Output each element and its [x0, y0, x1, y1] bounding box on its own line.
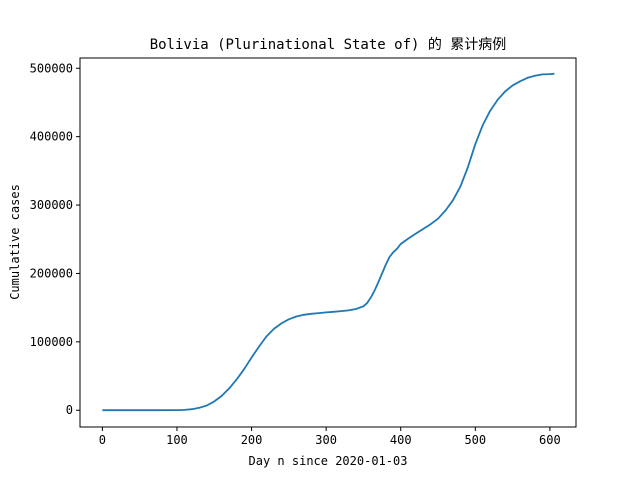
plot-area [102, 72, 555, 412]
x-axis: 0 100 200 300 400 500 600 [99, 427, 561, 447]
y-tick-label: 100000 [30, 335, 73, 349]
x-tick-label: 200 [241, 433, 263, 447]
plot-frame [79, 57, 577, 428]
y-axis: 0 100000 200000 300000 400000 500000 [30, 61, 80, 417]
series-line-0 [102, 72, 555, 412]
x-axis-label: Day n since 2020-01-03 [249, 454, 408, 468]
x-tick-label: 600 [539, 433, 561, 447]
x-tick-label: 100 [166, 433, 188, 447]
chart-title: Bolivia (Plurinational State of) 的 累计病例 [150, 37, 507, 53]
y-axis-label: Cumulative cases [8, 184, 22, 300]
x-tick-label: 500 [464, 433, 486, 447]
y-tick-label: 300000 [30, 198, 73, 212]
x-tick-label: 0 [99, 433, 106, 447]
y-tick-label: 200000 [30, 266, 73, 280]
y-tick-label: 400000 [30, 130, 73, 144]
y-tick-label: 0 [66, 403, 73, 417]
x-tick-label: 300 [315, 433, 337, 447]
y-tick-label: 500000 [30, 61, 73, 75]
x-tick-label: 400 [390, 433, 412, 447]
